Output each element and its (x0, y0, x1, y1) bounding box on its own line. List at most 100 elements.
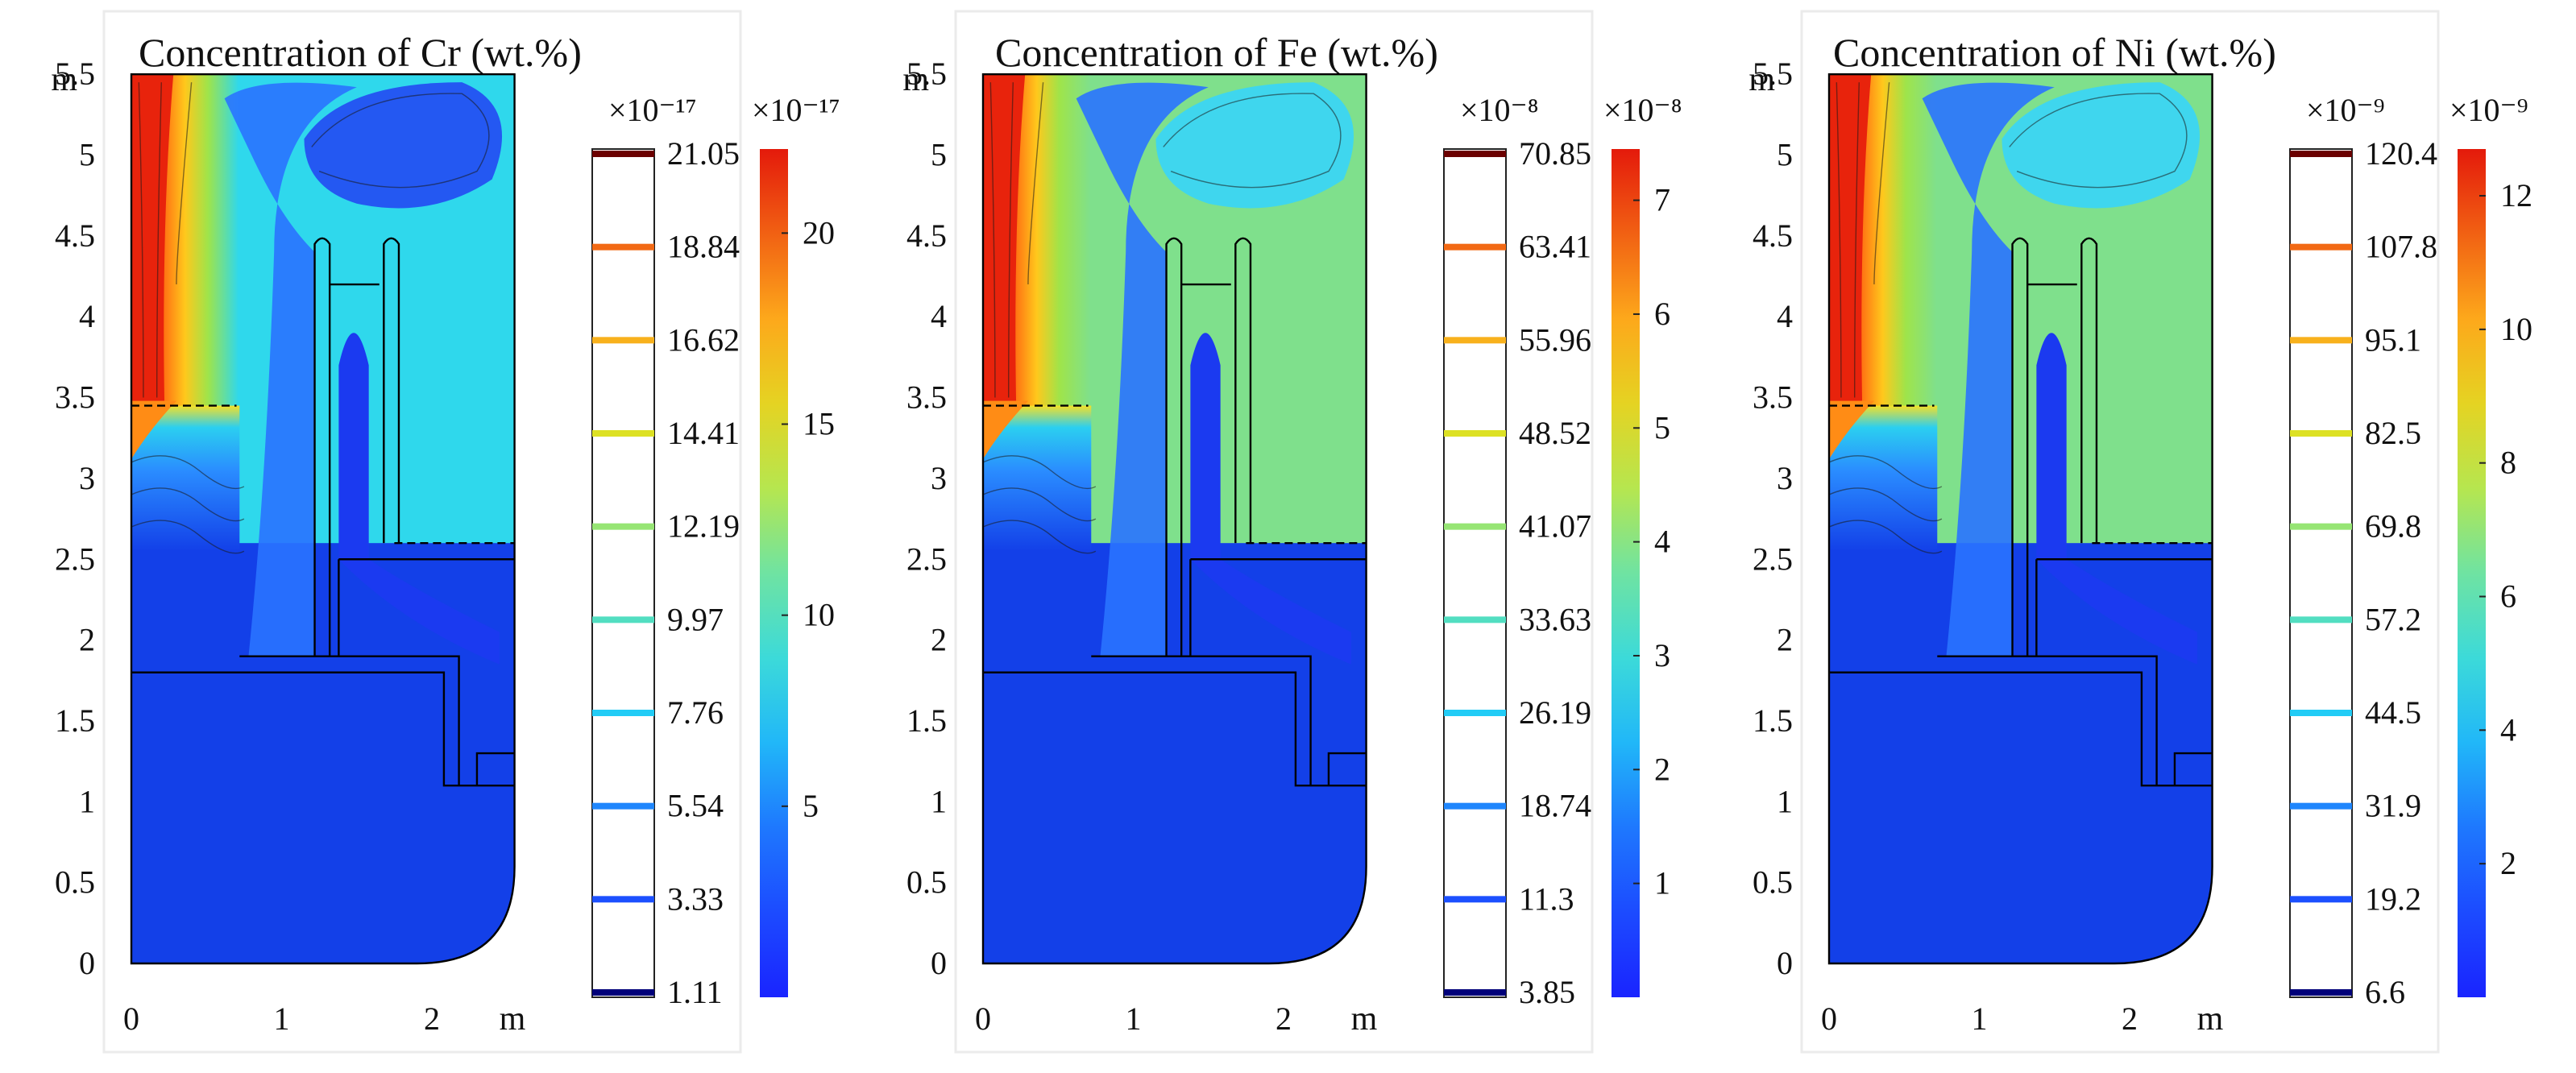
contour-level-label: 14.41 (667, 415, 740, 451)
x-tick-label: 2 (424, 1000, 440, 1037)
x-tick-label: 0 (123, 1000, 139, 1037)
contour-line (1829, 455, 1943, 490)
contour-line (1027, 82, 1044, 285)
panel-fe: Concentration of Fe (wt.%) 0 0.5 1 1.5 2 2.5 3… (852, 0, 1711, 1073)
contour-level-label: 95.1 (2365, 321, 2421, 358)
concentration-field (1829, 74, 2213, 963)
y-axis-unit: m (1748, 61, 1775, 98)
y-tick-label: 2 (931, 622, 947, 658)
plot-frame (954, 10, 1594, 1054)
y-tick-label: 1 (931, 783, 947, 819)
y-tick-label: 0 (931, 945, 947, 981)
colorbar-tick-label: 5 (803, 788, 819, 824)
contour-line (983, 455, 1097, 490)
contour-level-label: 16.62 (667, 321, 740, 358)
contour-legend-multiplier: ×10⁻⁹ (2306, 92, 2385, 128)
y-tick-label: 1 (1777, 783, 1793, 819)
domain-boundary (1827, 72, 2213, 965)
contour-line (131, 487, 245, 522)
y-tick-label: 0.5 (906, 864, 947, 901)
contour-level-label: 11.3 (1519, 880, 1574, 917)
colorbar-tick-label: 15 (803, 406, 835, 442)
contour-level-swatch (592, 430, 654, 437)
contour-level-swatch (2290, 243, 2352, 251)
field-plume (1076, 82, 1209, 657)
colorbar-tick-label: 2 (2500, 845, 2516, 881)
contour-line (1836, 82, 1842, 398)
contour-legend-multiplier: ×10⁻⁸ (1460, 92, 1539, 128)
contour-level-swatch (592, 710, 654, 716)
contour-level-swatch (2290, 337, 2352, 344)
y-tick-label: 1.5 (55, 702, 95, 739)
x-axis-unit: m (2197, 1000, 2224, 1038)
contour-line (1829, 520, 1943, 554)
y-tick-label: 4.5 (1753, 218, 1793, 254)
contour-level-swatch (592, 337, 654, 344)
lower-plenum-line (131, 671, 515, 787)
core-support-line (1937, 655, 2158, 786)
x-tick-label: 0 (975, 1000, 991, 1037)
contour-legend-multiplier: ×10⁻¹⁷ (608, 92, 697, 128)
colorbar-tick-label: 8 (2500, 445, 2516, 481)
contour-level-label: 63.41 (1519, 229, 1591, 265)
contour-level-swatch (2290, 151, 2352, 157)
contour-line (1163, 93, 1342, 188)
colorbar-tick-label: 10 (2500, 311, 2532, 347)
contour-level-label: 18.74 (1519, 788, 1591, 824)
field-hot-column (131, 74, 174, 401)
contour-level-label: 26.19 (1519, 694, 1591, 731)
contour-legend-bar (2289, 148, 2353, 998)
contour-level-swatch (1444, 616, 1506, 624)
field-cold-finger (2036, 333, 2197, 665)
domain-boundary (130, 72, 516, 965)
contour-level-swatch (592, 151, 654, 157)
contour-line (1008, 82, 1014, 398)
y-tick-label: 4.5 (55, 218, 95, 254)
colorbar-tick-label: 20 (803, 214, 835, 251)
field-plume (224, 82, 357, 657)
contour-level-swatch (1444, 989, 1506, 996)
concentration-field (131, 74, 515, 963)
contour-line (156, 82, 162, 398)
contour-level-swatch (2290, 802, 2352, 810)
y-tick-label: 5 (1777, 137, 1793, 173)
field-hot-column (983, 74, 1026, 401)
y-axis-unit: m (902, 61, 929, 98)
y-tick-label: 1.5 (1753, 702, 1793, 739)
field-warm-spot (131, 400, 176, 459)
geometry-outline (130, 72, 516, 965)
geometry-outline (981, 72, 1367, 965)
contour-line (131, 520, 245, 554)
outlet-step (475, 752, 515, 786)
contour-level-label: 3.33 (667, 880, 724, 917)
riser-pipe-left (1165, 237, 1183, 657)
contour-level-label: 18.84 (667, 229, 740, 265)
chart-title: Concentration of Cr (wt.%) (139, 30, 582, 75)
colorbar-tick-label: 4 (1654, 524, 1670, 560)
riser-pipe-left (313, 237, 331, 657)
contour-level-swatch (1444, 523, 1506, 530)
contour-level-label: 3.85 (1519, 974, 1575, 1010)
y-tick-label: 0 (1777, 945, 1793, 981)
y-tick-label: 3 (931, 460, 947, 496)
contour-level-label: 33.63 (1519, 601, 1591, 637)
riser-pipe-right (383, 237, 400, 544)
colorbar-tick-label: 7 (1654, 182, 1670, 218)
contour-level-label: 57.2 (2365, 601, 2421, 637)
field-hot-column (1829, 74, 1872, 401)
plot-frame (1800, 10, 2440, 1054)
contour-level-swatch (592, 896, 654, 903)
x-tick-label: 0 (1821, 1000, 1837, 1037)
contour-level-swatch (2290, 989, 2352, 996)
field-recirculation (304, 82, 503, 209)
contour-legend-bar (1443, 148, 1507, 998)
colorbar-tick-label: 2 (1654, 751, 1670, 787)
chart-plot: 0 0.5 1 1.5 2 2.5 3 3.5 4 4.5 5 5.5 0 1 2 m m ×10⁻⁸ 70.85 6… (902, 10, 1682, 1054)
y-tick-label: 3 (79, 460, 95, 496)
colorbar-multiplier: ×10⁻⁹ (2449, 92, 2528, 128)
y-tick-label: 4 (79, 298, 95, 334)
y-tick-label: 4 (931, 298, 947, 334)
chart-plot: 00.511.522.533.544.555.50 1 2mm×10⁻⁹120.41… (1748, 10, 2532, 1054)
field-recirculation (1155, 82, 1354, 209)
y-tick-label: 3.5 (906, 379, 947, 416)
